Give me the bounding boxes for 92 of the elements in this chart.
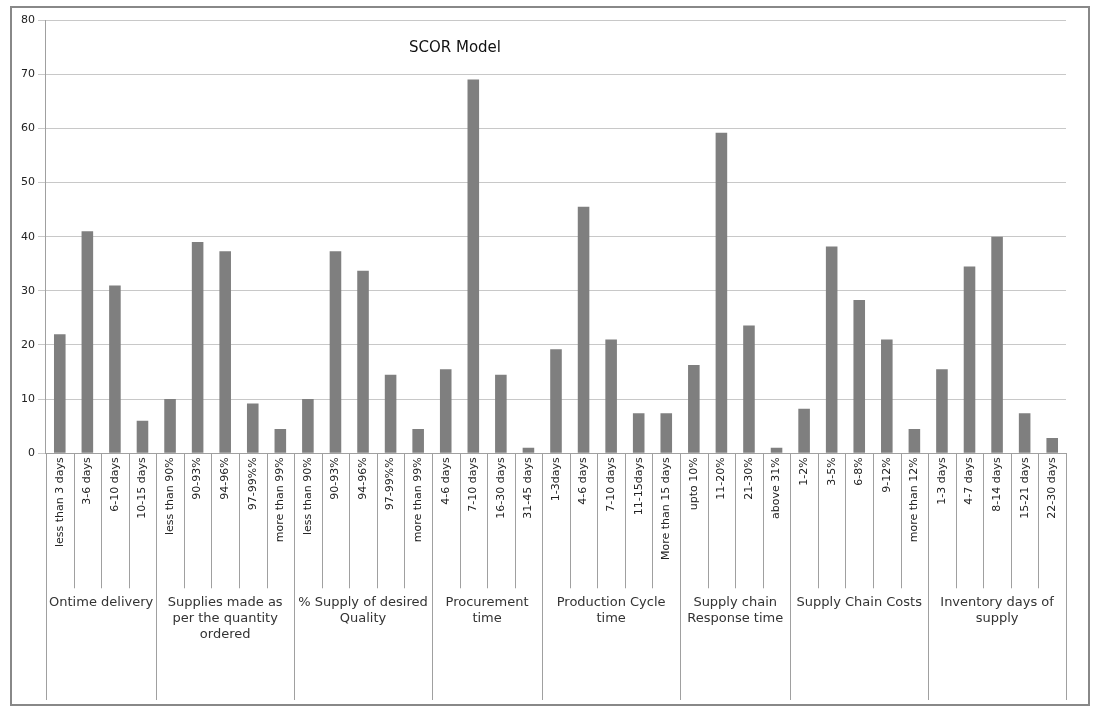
bar xyxy=(302,399,314,453)
bar xyxy=(81,231,94,453)
bar xyxy=(164,399,176,453)
x-tick-label: 1-3 days xyxy=(934,457,948,505)
x-tick-label: 94-96% xyxy=(218,457,232,500)
bar xyxy=(605,339,617,453)
y-tick-label: 60 xyxy=(21,121,35,135)
x-tick-label: 90-93% xyxy=(328,457,342,500)
x-tick-label: 97-99%% xyxy=(383,457,397,511)
bar xyxy=(1046,438,1059,453)
bar xyxy=(439,369,452,453)
x-tick-label: 6-8% xyxy=(852,457,866,486)
x-tick-label: 8-14 days xyxy=(989,457,1003,512)
y-tick-label: 50 xyxy=(21,175,35,189)
bar xyxy=(384,374,397,453)
bar xyxy=(881,339,893,453)
text: SCOR Model xyxy=(408,37,502,56)
x-tick-label: 9-12% xyxy=(879,457,893,493)
x-tick-label: 3-5% xyxy=(824,457,838,486)
bar xyxy=(715,132,728,453)
x-tick-label: 1-3days xyxy=(548,457,562,502)
x-tick-label: less than 3 days xyxy=(52,457,66,548)
x-tick-label: 15-21 days xyxy=(1017,457,1031,519)
x-tick-label: 10-15 days xyxy=(135,457,149,519)
text: Procurement time xyxy=(445,594,529,626)
bar xyxy=(274,428,287,453)
x-tick-label: 11-20% xyxy=(714,457,728,500)
bar xyxy=(770,447,783,453)
bar xyxy=(936,369,948,453)
bar xyxy=(136,420,149,453)
bar xyxy=(412,428,424,453)
x-tick-label: 4-7 days xyxy=(962,457,976,505)
bar xyxy=(825,246,838,453)
y-tick-label: 80 xyxy=(21,12,35,26)
bar xyxy=(53,334,66,453)
text: Supply chain Response time xyxy=(687,594,784,626)
text: % Supply of desired Quality xyxy=(298,594,428,626)
y-tick-label: 40 xyxy=(21,229,35,243)
y-tick-label: 20 xyxy=(21,337,35,351)
y-tick-label: 10 xyxy=(21,391,35,405)
x-tick-label: 3-6 days xyxy=(80,457,94,505)
text: Inventory days of supply xyxy=(940,594,1055,626)
bar xyxy=(191,242,204,453)
bar xyxy=(632,413,645,453)
y-tick-label: 0 xyxy=(28,446,35,460)
x-tick-label: 4-6 days xyxy=(438,457,452,505)
x-tick-label: More than 15 days xyxy=(659,457,673,560)
x-tick-label: 7-10 days xyxy=(603,457,617,512)
bar xyxy=(467,79,480,453)
x-tick-label: above 31% xyxy=(769,457,783,519)
bar xyxy=(109,285,121,453)
x-tick-label: 90-93% xyxy=(190,457,204,500)
bar xyxy=(908,428,921,453)
x-tick-label: upto 10% xyxy=(686,457,700,511)
x-tick-label: 97-99%% xyxy=(245,457,259,511)
bar xyxy=(853,300,866,453)
bar xyxy=(798,408,810,453)
x-tick-label: 1-2% xyxy=(796,457,810,486)
text: Ontime delivery xyxy=(49,594,154,610)
x-tick-label: 6-10 days xyxy=(107,457,121,512)
bar xyxy=(246,403,259,453)
bar xyxy=(495,374,507,453)
text: Supply Chain Costs xyxy=(796,594,923,610)
bar xyxy=(577,206,590,453)
bar xyxy=(1018,413,1031,453)
x-tick-label: 31-45 days xyxy=(521,457,535,519)
x-tick-label: 7-10 days xyxy=(466,457,480,512)
bar xyxy=(688,365,700,453)
x-tick-label: more than 99% xyxy=(273,457,287,543)
bar xyxy=(329,251,342,453)
x-tick-label: less than 90% xyxy=(300,457,314,536)
bar xyxy=(550,349,562,453)
y-tick-label: 30 xyxy=(21,283,35,297)
x-tick-label: more than 12% xyxy=(907,457,921,543)
text: Supplies made as per the quantity ordered xyxy=(167,594,283,642)
bar xyxy=(743,325,755,453)
bar xyxy=(522,447,535,453)
x-tick-label: 22-30 days xyxy=(1045,457,1059,519)
x-tick-label: less than 90% xyxy=(162,457,176,536)
bar xyxy=(991,236,1003,453)
x-tick-label: 11-15days xyxy=(631,457,645,516)
x-tick-label: 4-6 days xyxy=(576,457,590,505)
text: Production Cycle time xyxy=(556,594,666,626)
x-tick-label: 94-96% xyxy=(355,457,369,500)
bar xyxy=(963,266,976,453)
bar xyxy=(219,251,231,453)
bar xyxy=(357,270,369,453)
x-tick-label: 21-30% xyxy=(741,457,755,500)
y-tick-label: 70 xyxy=(21,67,35,81)
x-tick-label: 16-30 days xyxy=(493,457,507,519)
x-tick-label: more than 99% xyxy=(411,457,425,543)
bar xyxy=(660,413,673,453)
